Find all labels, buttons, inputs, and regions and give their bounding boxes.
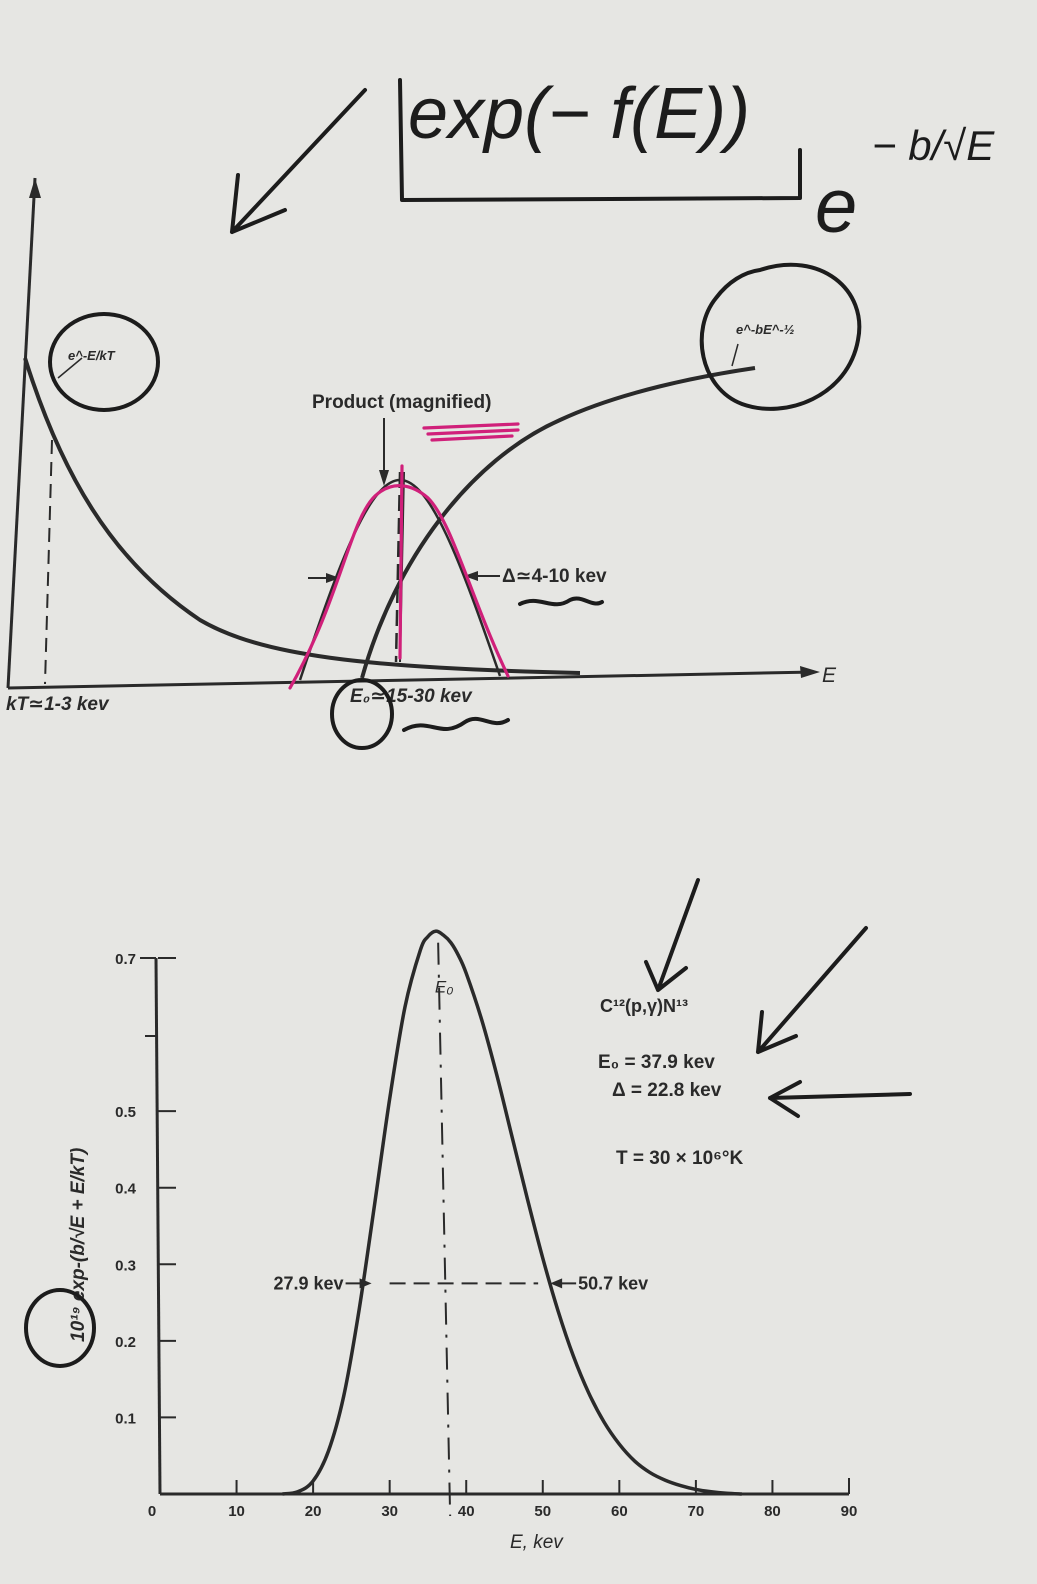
tunneling-curve [360,366,756,679]
diagram-x-axis-label: E [822,664,837,687]
x-tick-label: 30 [381,1503,398,1520]
y-tick-label: 0.4 [115,1181,137,1198]
x-tick-label: 60 [611,1503,628,1520]
boltzmann-curve [23,357,581,675]
diagram-x-arrowhead [800,666,820,678]
boltzmann-label: e^-E/kT [68,348,116,363]
chart-y-axis-label: 10¹⁹ exp-(b/√E + E/kT) [68,1148,89,1342]
y-tick-label: 0.3 [115,1257,136,1274]
diagram-y-axis [6,177,37,689]
chart-y-axis [154,957,162,1495]
circle-y-scale-annotation [24,1288,96,1368]
half-width-right-arrowhead [550,1278,563,1289]
x-ticks: 0 10 20 30 40 50 60 70 80 90 [148,1480,858,1520]
x-tick-label: 90 [841,1503,858,1520]
y-tick-label: 0.5 [115,1104,136,1121]
chart-series [282,929,742,1496]
exp-formula-text: exp(− f(E)) [408,74,750,154]
y-tick-label: 0.1 [115,1410,136,1427]
kT-dashed-marker [44,439,53,685]
width-label: Δ≃4-10 kev [502,566,607,587]
squiggle-underline-E0 [402,716,510,732]
y-ticks: 0.1 0.2 0.3 0.4 0.5 0.7 [115,951,176,1427]
circle-tunnel-annotation [699,262,862,411]
gamow-peak-chart: 0.1 0.2 0.3 0.4 0.5 0.7 0 10 20 30 40 50 60 70 80 90 E… [24,878,912,1553]
handwritten-arrow-reaction [644,878,700,992]
peak-dashed-line [437,942,452,1517]
E0-value-label: E₀ = 37.9 kev [598,1052,715,1073]
diagram-y-arrowhead [29,178,41,198]
e-power-text: e [815,164,857,249]
circle-boltzmann-annotation [48,312,160,412]
boltzmann-label-pointer [57,357,83,379]
y-tick-label: 0.7 [115,951,136,968]
handwritten-formula: exp(− f(E)) e − b/√E [230,74,995,249]
half-width-left-label: 27.9 kev [274,1273,344,1293]
kT-label: kT≃1-3 kev [6,694,110,715]
peak-energy-label: E₀≃15-30 kev [350,686,473,707]
y-tick-label: 0.2 [115,1334,136,1351]
temperature-label: T = 30 × 10⁶°K [616,1148,744,1169]
magenta-underline-product [422,422,520,442]
circle-E0-annotation [330,678,394,750]
product-pointer-arrowhead [379,470,389,486]
peak-marker-label: E₀ [435,977,454,996]
tunnel-label: e^-bE^-½ [736,322,795,337]
squiggle-underline-width [518,596,604,607]
x-tick-label: 40 [458,1503,475,1520]
half-width-right-label: 50.7 kev [578,1273,648,1293]
series-line [282,929,742,1496]
half-width-left-arrowhead [359,1278,372,1289]
handwritten-arrow-E0 [756,926,868,1054]
x-tick-label: 20 [305,1503,322,1520]
formula-box-bracket [398,78,802,202]
x-tick-label: 50 [534,1503,551,1520]
E0-dashed-line [394,471,402,663]
x-tick-label: 10 [228,1503,245,1520]
gamow-peak-diagram: E kT≃1-3 kev Product (magnified) Δ≃4-10 … [6,177,862,750]
handwritten-arrow-delta [768,1080,912,1118]
handwritten-arrow-left [230,88,367,234]
delta-value-label: Δ = 22.8 kev [612,1080,722,1101]
x-tick-label: 80 [764,1503,781,1520]
neg-b-over-sqrtE-text: − b/√E [872,122,995,169]
reaction-label: C¹²(p,γ)N¹³ [600,996,688,1016]
x-tick-label: 0 [148,1503,156,1520]
diagram-x-axis [7,670,816,690]
x-tick-label: 70 [688,1503,705,1520]
magenta-peak-line [398,464,404,660]
width-right-arrowhead [464,571,478,581]
tunnel-label-pointer [731,343,739,367]
chart-x-axis-label: E, kev [510,1532,564,1553]
width-left-arrowhead [326,573,340,583]
product-label: Product (magnified) [312,392,491,413]
